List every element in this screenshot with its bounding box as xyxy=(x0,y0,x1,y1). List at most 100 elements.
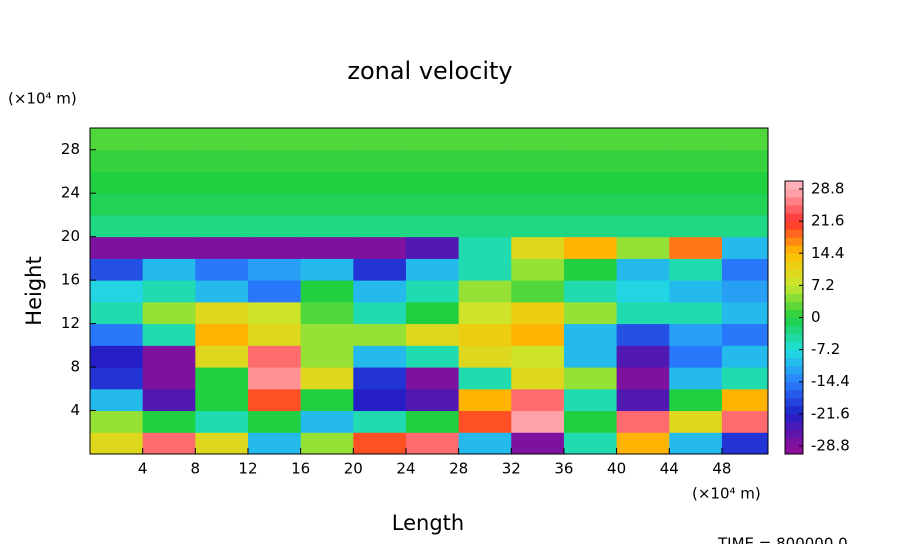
colorbar-tick-label: 14.4 xyxy=(811,244,844,262)
cell xyxy=(669,301,723,325)
cell xyxy=(247,367,302,390)
colorbar-band xyxy=(785,429,803,439)
cell xyxy=(247,301,302,325)
cell xyxy=(563,301,618,325)
cell xyxy=(142,258,196,281)
cell xyxy=(353,323,407,346)
cell xyxy=(616,280,670,303)
colorbar-band xyxy=(785,181,803,190)
cell xyxy=(353,432,407,455)
cell xyxy=(669,345,723,368)
cell xyxy=(195,193,249,216)
cell xyxy=(300,410,354,433)
colorbar-band xyxy=(785,381,803,391)
cell xyxy=(458,214,512,238)
cell xyxy=(405,214,460,238)
cell xyxy=(142,280,196,303)
cell xyxy=(195,367,249,390)
colorbar-tick-label: -28.8 xyxy=(811,436,850,454)
colorbar-tick-label: -14.4 xyxy=(811,372,850,390)
chart-title: zonal velocity xyxy=(347,57,512,85)
cell xyxy=(511,432,565,455)
cell xyxy=(563,367,618,390)
cell xyxy=(616,345,670,368)
cell xyxy=(300,432,354,455)
colorbar-band xyxy=(785,205,803,214)
cell xyxy=(721,149,769,172)
cell xyxy=(90,301,144,325)
cell xyxy=(195,345,249,368)
cell xyxy=(669,410,723,433)
cell xyxy=(90,432,144,455)
colorbar-band xyxy=(785,221,803,230)
colorbar-tick-label: 21.6 xyxy=(811,212,844,230)
cell xyxy=(142,432,196,455)
colorbar-band xyxy=(785,357,803,367)
cell xyxy=(142,323,196,346)
y-tick-label: 16 xyxy=(61,271,80,289)
cell xyxy=(616,410,670,433)
y-tick-label: 28 xyxy=(61,140,80,158)
cell xyxy=(90,345,144,368)
cell xyxy=(195,388,249,412)
colorbar-band xyxy=(785,389,803,399)
x-tick-label: 24 xyxy=(396,460,415,478)
cell xyxy=(458,236,512,259)
cell xyxy=(669,193,723,216)
colorbar-band xyxy=(785,437,803,447)
cell xyxy=(616,301,670,325)
cell xyxy=(405,236,460,259)
colorbar-band xyxy=(785,309,803,318)
colorbar-band xyxy=(785,237,803,246)
cell xyxy=(353,367,407,390)
cell xyxy=(195,432,249,455)
x-tick-label: 20 xyxy=(344,460,363,478)
cell xyxy=(721,236,769,259)
cell xyxy=(458,388,512,412)
x-unit: (×10⁴ m) xyxy=(692,485,761,503)
cell xyxy=(616,193,670,216)
cell xyxy=(195,280,249,303)
cell xyxy=(353,214,407,238)
y-tick-label: 24 xyxy=(61,184,80,202)
y-unit: (×10⁴ m) xyxy=(8,90,77,108)
cell xyxy=(300,193,354,216)
colorbar-band xyxy=(785,189,803,198)
cell xyxy=(142,149,196,172)
cell xyxy=(669,323,723,346)
cell xyxy=(616,214,670,238)
cell xyxy=(563,323,618,346)
cell xyxy=(405,345,460,368)
cell xyxy=(300,128,354,151)
cell xyxy=(247,323,302,346)
cell xyxy=(721,301,769,325)
cell xyxy=(511,236,565,259)
cell xyxy=(616,258,670,281)
cell xyxy=(458,171,512,194)
cell xyxy=(300,236,354,259)
cell xyxy=(142,367,196,390)
cell xyxy=(616,171,670,194)
cell xyxy=(142,128,196,151)
cell xyxy=(195,236,249,259)
cell xyxy=(721,214,769,238)
cell xyxy=(616,388,670,412)
x-tick-label: 12 xyxy=(238,460,257,478)
colorbar-band xyxy=(785,253,803,262)
cell xyxy=(458,280,512,303)
cell xyxy=(195,149,249,172)
cell xyxy=(669,258,723,281)
cell xyxy=(458,345,512,368)
cell xyxy=(247,214,302,238)
colorbar-band xyxy=(785,397,803,407)
cell xyxy=(405,149,460,172)
colorbar-band xyxy=(785,269,803,278)
cell xyxy=(247,345,302,368)
colorbar-band xyxy=(785,405,803,415)
cell xyxy=(405,193,460,216)
cell xyxy=(616,367,670,390)
cell xyxy=(511,301,565,325)
cell xyxy=(195,301,249,325)
cell xyxy=(563,171,618,194)
colorbar-tick-label: 28.8 xyxy=(811,180,844,198)
